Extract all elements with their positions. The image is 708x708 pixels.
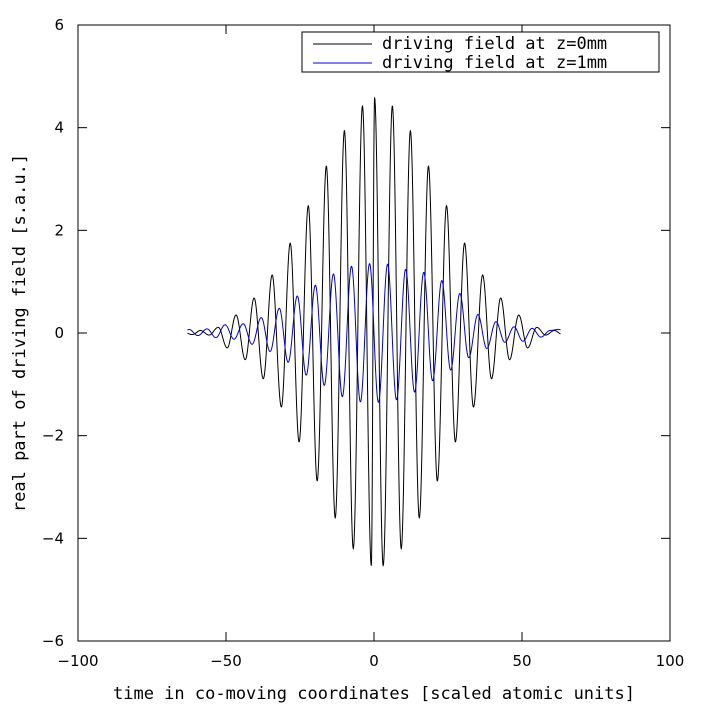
y-tick-label: −2	[42, 427, 64, 445]
series-line-0	[187, 96, 561, 567]
x-axis-label: time in co-moving coordinates [scaled at…	[113, 684, 635, 704]
legend: driving field at z=0mm driving field at …	[301, 31, 660, 73]
plot-frame	[77, 24, 671, 642]
legend-label-z0: driving field at z=0mm	[382, 34, 607, 54]
x-tick-label: −100	[57, 652, 98, 670]
y-tick-label: 0	[54, 324, 64, 342]
y-tick-label: 2	[54, 221, 64, 239]
series-line-1	[187, 263, 561, 403]
x-tick-label: 0	[369, 652, 379, 670]
legend-box	[301, 31, 660, 73]
y-axis-label: real part of driving field [s.a.u.]	[10, 154, 30, 512]
legend-label-z1: driving field at z=1mm	[382, 53, 607, 73]
y-tick-label: −6	[42, 632, 64, 650]
x-tick-label: 50	[512, 652, 531, 670]
x-tick-label: 100	[656, 652, 685, 670]
y-tick-label: 6	[54, 16, 64, 34]
tick-labels: −100 −50 0 50 100 −6 −4 −2 0 2 4 6	[42, 16, 684, 670]
plot-lines	[187, 96, 561, 567]
y-tick-label: 4	[54, 119, 64, 137]
x-tick-label: −50	[210, 652, 242, 670]
y-tick-label: −4	[42, 529, 64, 547]
